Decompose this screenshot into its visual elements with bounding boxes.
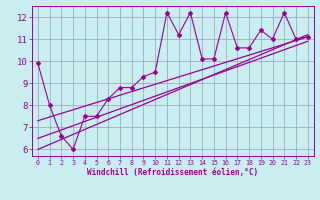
X-axis label: Windchill (Refroidissement éolien,°C): Windchill (Refroidissement éolien,°C) — [87, 168, 258, 177]
